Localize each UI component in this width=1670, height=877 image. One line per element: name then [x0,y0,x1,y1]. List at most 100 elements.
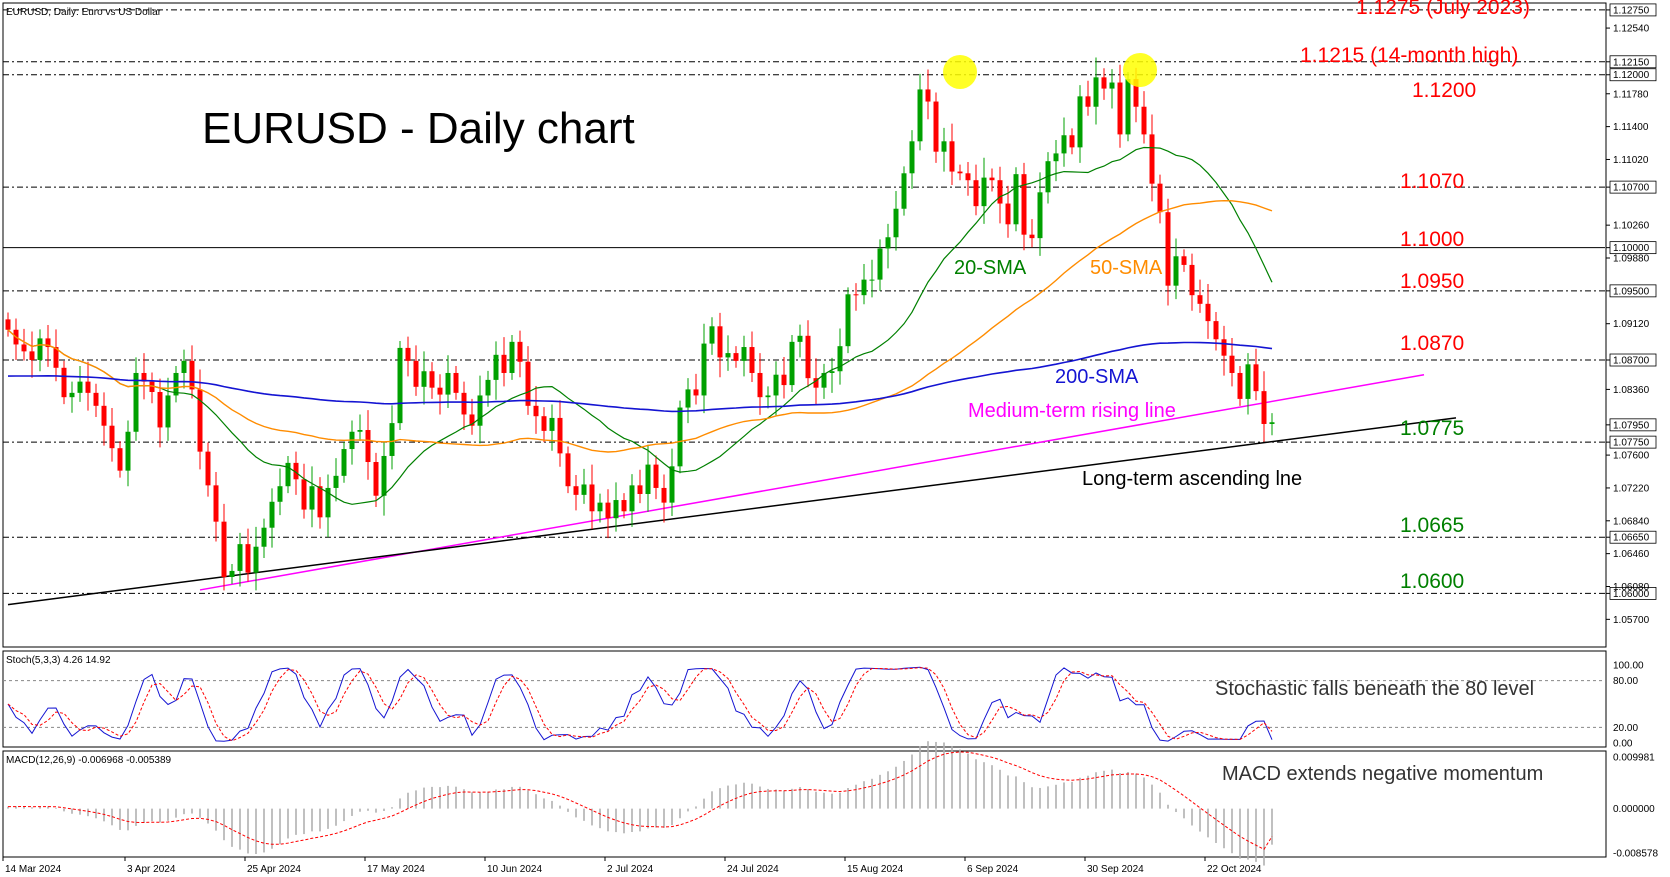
candle-body-16 [133,372,139,432]
candle-body-21 [173,372,179,396]
candle-body-133 [1069,135,1075,148]
time-tick-label-7: 15 Aug 2024 [847,864,904,875]
candle-body-151 [1213,321,1219,340]
candle-body-25 [205,451,211,486]
time-tick-label-3: 17 May 2024 [367,864,425,875]
candle-body-131 [1053,153,1059,162]
candle-body-155 [1245,364,1251,399]
candle-body-139 [1117,82,1123,135]
price-tick-label-10: 1.09880 [1613,254,1650,265]
candle-body-99 [797,335,803,342]
candle-body-23 [189,360,195,390]
stoch-axis-label-1: 80.00 [1613,676,1638,687]
stoch-axis-label-0: 100.00 [1613,661,1644,672]
candle-body-14 [117,448,123,471]
candle-body-36 [293,462,299,480]
level-label-6: 1.0950 [1400,270,1464,293]
candle-body-158 [1269,422,1275,424]
candle-body-27 [221,521,227,577]
candles-layer [5,57,1275,591]
peak-marker-2 [1123,53,1157,87]
candle-body-69 [557,417,563,454]
candle-body-55 [445,372,451,395]
candle-body-146 [1173,256,1179,286]
candle-body-70 [565,453,571,487]
candle-body-123 [989,177,995,181]
price-tick-box-23 [1609,587,1657,600]
price-tick-box-13 [1609,353,1657,367]
candle-body-138 [1109,82,1115,89]
trendlines-layer [7,373,1457,606]
sma200-label: 200-SMA [1055,366,1139,388]
candle-body-51 [413,360,419,387]
time-tick-label-10: 22 Oct 2024 [1207,864,1262,875]
price-tick-label-11: 1.09500 [1613,286,1650,297]
stochastic-panel [2,650,1607,748]
candle-body-66 [533,405,539,417]
price-tick-box-15 [1609,418,1657,432]
candle-body-92 [741,347,747,361]
candle-body-114 [917,89,923,142]
candle-body-111 [893,208,899,238]
price-tick-label-24: 1.05700 [1613,615,1650,626]
time-tick-label-5: 2 Jul 2024 [607,864,654,875]
candle-body-136 [1093,77,1099,107]
candle-body-81 [653,464,659,488]
time-tick-label-4: 10 Jun 2024 [487,864,542,875]
candle-body-87 [701,343,707,396]
candle-body-129 [1037,192,1043,239]
stoch-header: Stoch(5,3,3) 4.26 14.92 [6,655,111,666]
price-tick-box-11 [1609,284,1657,298]
macd-note: MACD extends negative momentum [1222,763,1543,785]
candle-body-126 [1013,174,1019,225]
candle-body-49 [397,347,403,424]
candle-body-41 [333,475,339,488]
candle-body-46 [373,462,379,496]
candle-body-153 [1229,355,1235,373]
candle-body-13 [109,425,115,449]
price-tick-label-8: 1.10260 [1613,221,1650,232]
price-tick-label-21: 1.06460 [1613,549,1650,560]
candle-body-57 [461,392,467,415]
candle-body-6 [53,347,59,368]
sma20-label: 20-SMA [954,257,1027,279]
time-axis: 14 Mar 2024 3 Apr 2024 25 Apr 2024 17 May 2… [2,857,1262,875]
candle-body-74 [597,502,603,512]
price-tick-label-7: 1.10700 [1613,183,1650,194]
stoch-k-line [7,666,1273,742]
candle-body-61 [493,354,499,380]
candle-body-140 [1125,79,1131,135]
price-tick-label-15: 1.07950 [1613,420,1650,431]
candle-body-35 [285,462,291,487]
candle-body-144 [1157,183,1163,213]
price-tick-box-0 [1609,3,1657,17]
candle-body-52 [421,371,427,387]
candle-body-44 [357,430,363,432]
candle-body-7 [61,367,67,398]
price-axis: 1.12750 1.12540 1.12150 1.12000 1.11780 1.114… [1606,3,1657,626]
candle-body-89 [717,326,723,358]
price-tick-label-3: 1.12000 [1613,70,1650,81]
candle-body-121 [973,180,979,207]
candle-body-116 [933,101,939,152]
candle-body-38 [309,486,315,510]
level-label-10: 1.0600 [1400,570,1464,593]
candle-body-104 [837,346,843,372]
candle-body-143 [1149,134,1155,184]
candle-body-83 [669,466,675,503]
macd-axis-label-0: 0.009981 [1613,753,1655,764]
candle-body-71 [573,486,579,495]
candle-body-118 [949,141,955,172]
candle-body-145 [1165,212,1171,286]
price-tick-label-23: 1.06000 [1613,589,1650,600]
price-tick-label-19: 1.06840 [1613,516,1650,527]
time-tick-label-2: 25 Apr 2024 [247,864,301,875]
candle-body-96 [773,374,779,396]
candle-body-76 [613,500,619,519]
candle-body-152 [1221,339,1227,356]
candle-body-156 [1253,364,1259,392]
price-tick-label-17: 1.07600 [1613,451,1650,462]
macd-panel [2,750,1607,858]
macd-axis-label-1: 0.000000 [1613,804,1655,815]
price-tick-box-3 [1609,68,1657,82]
